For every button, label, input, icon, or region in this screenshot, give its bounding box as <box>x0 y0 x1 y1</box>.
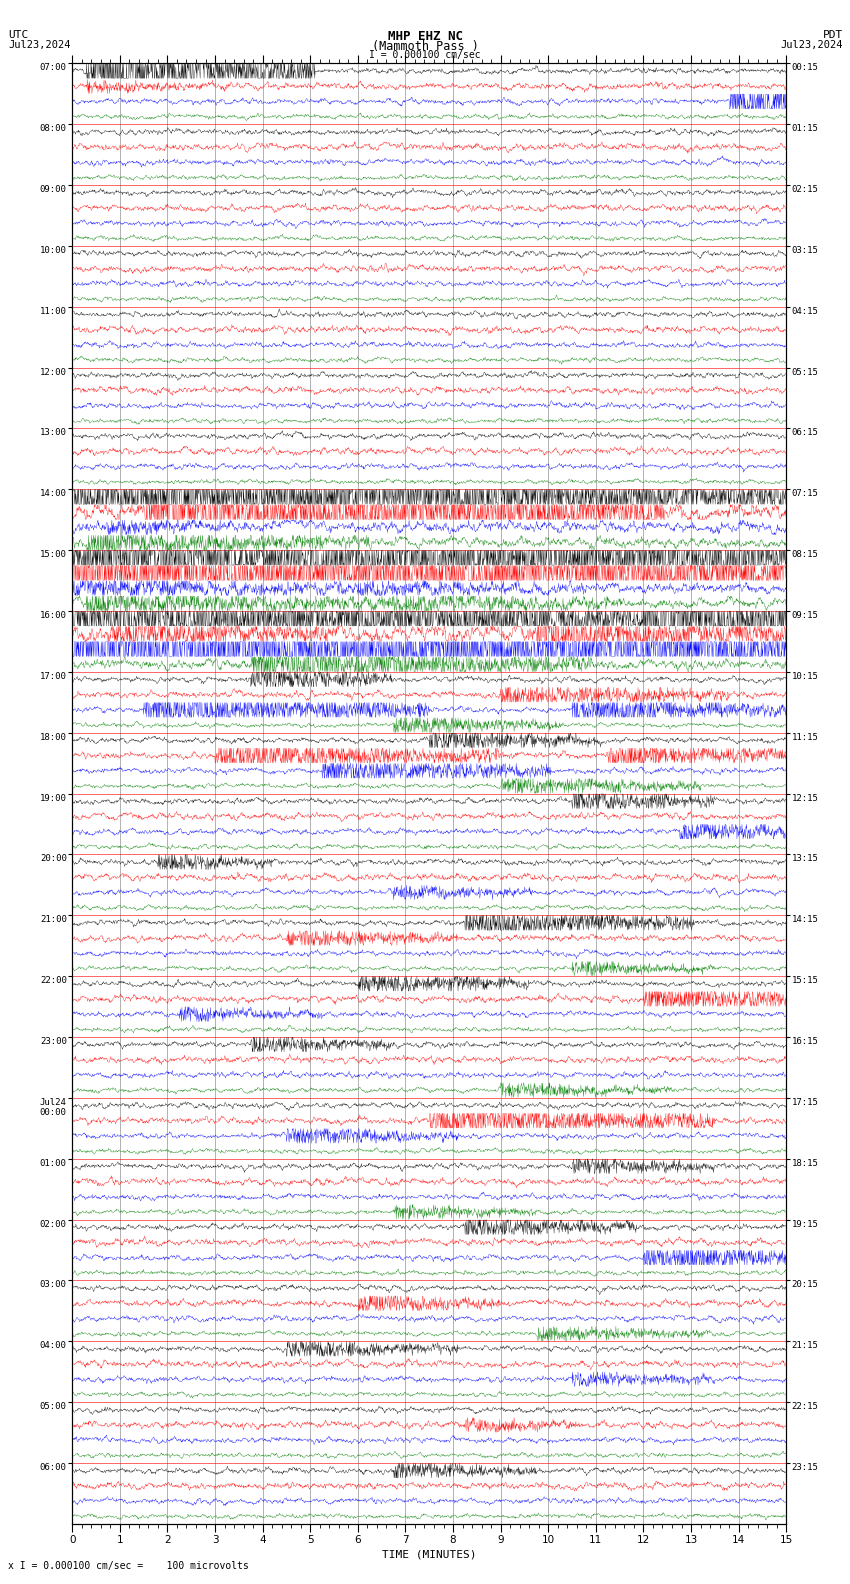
Text: I = 0.000100 cm/sec: I = 0.000100 cm/sec <box>369 49 481 60</box>
Text: MHP EHZ NC: MHP EHZ NC <box>388 30 462 43</box>
Text: UTC: UTC <box>8 30 29 40</box>
Text: PDT: PDT <box>823 30 843 40</box>
Text: Jul23,2024: Jul23,2024 <box>8 40 71 51</box>
X-axis label: TIME (MINUTES): TIME (MINUTES) <box>382 1549 477 1559</box>
Text: x I = 0.000100 cm/sec =    100 microvolts: x I = 0.000100 cm/sec = 100 microvolts <box>8 1562 249 1571</box>
Text: Jul23,2024: Jul23,2024 <box>780 40 843 51</box>
Text: (Mammoth Pass ): (Mammoth Pass ) <box>371 40 479 52</box>
